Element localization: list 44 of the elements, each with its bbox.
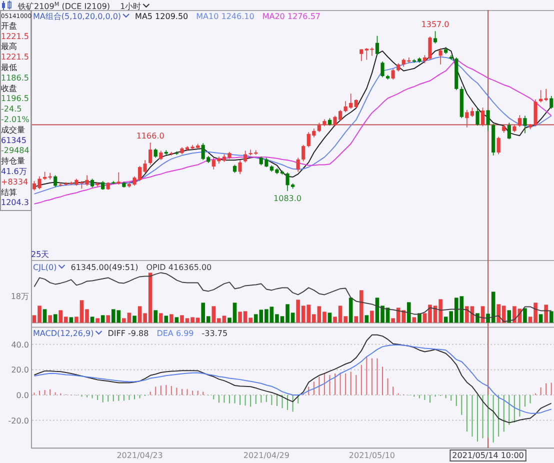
chart-title: 铁矿2109$^{M}$ (DCE I2109): [17, 1, 110, 11]
text: 61345.00(49:51): [70, 263, 138, 272]
y-tick-label: -20.0: [8, 416, 29, 426]
text: 开盘: [1, 21, 17, 30]
text: 1186.5: [1, 73, 29, 82]
text: MA10 1246.10: [196, 12, 254, 21]
text: 18万: [10, 292, 29, 301]
annotation: 1357.0: [421, 20, 450, 30]
text: 25天: [31, 250, 50, 259]
text: +8334: [1, 177, 28, 186]
text: -2.01%: [1, 115, 30, 124]
y-tick-label: 40.0: [11, 340, 29, 350]
text: MA5 1209.50: [135, 12, 188, 21]
text: 1204.3: [1, 198, 29, 208]
text: 收盘: [1, 84, 17, 93]
text: 1221.5: [1, 52, 29, 62]
text: 最高: [1, 42, 17, 52]
annotation: 1083.0: [274, 194, 302, 203]
legend-title: CJL(0): [33, 263, 57, 272]
chart-subtitle: 1小时: [120, 2, 142, 11]
text: -29484: [1, 146, 30, 156]
legend-title: MACD(12,26,9): [33, 329, 94, 338]
y-tick-label: 20.0: [11, 366, 29, 375]
text: 持仓量: [1, 156, 25, 166]
text: 1196.5: [1, 94, 29, 104]
legend-title: MA组合(5,10,20,0,0,0): [33, 12, 122, 21]
text: 结算: [1, 188, 17, 197]
x-tick-label: 2021/05/10: [348, 451, 396, 460]
text: 61345: [1, 136, 26, 145]
text: DEA 6.99: [156, 329, 194, 338]
x-tick-label: 2021/04/29: [243, 451, 290, 460]
text: -24.5: [1, 104, 22, 114]
x-tick-label: 2021/05/14 10:00: [452, 451, 524, 460]
text: 成交量: [1, 125, 25, 134]
text: 41.6万: [1, 167, 27, 176]
annotation: -33.75: [202, 329, 228, 338]
text: 最低: [1, 63, 17, 72]
series-label: OPID 416365.00: [146, 263, 212, 272]
text: 1221.5: [1, 32, 29, 41]
x-tick-label: 2021/04/23: [116, 451, 163, 460]
text: DIFF -9.88: [108, 329, 149, 338]
y-tick-label: 0.0: [16, 390, 29, 400]
text: MA20 1276.57: [262, 12, 321, 21]
annotation: 1166.0: [136, 132, 164, 141]
